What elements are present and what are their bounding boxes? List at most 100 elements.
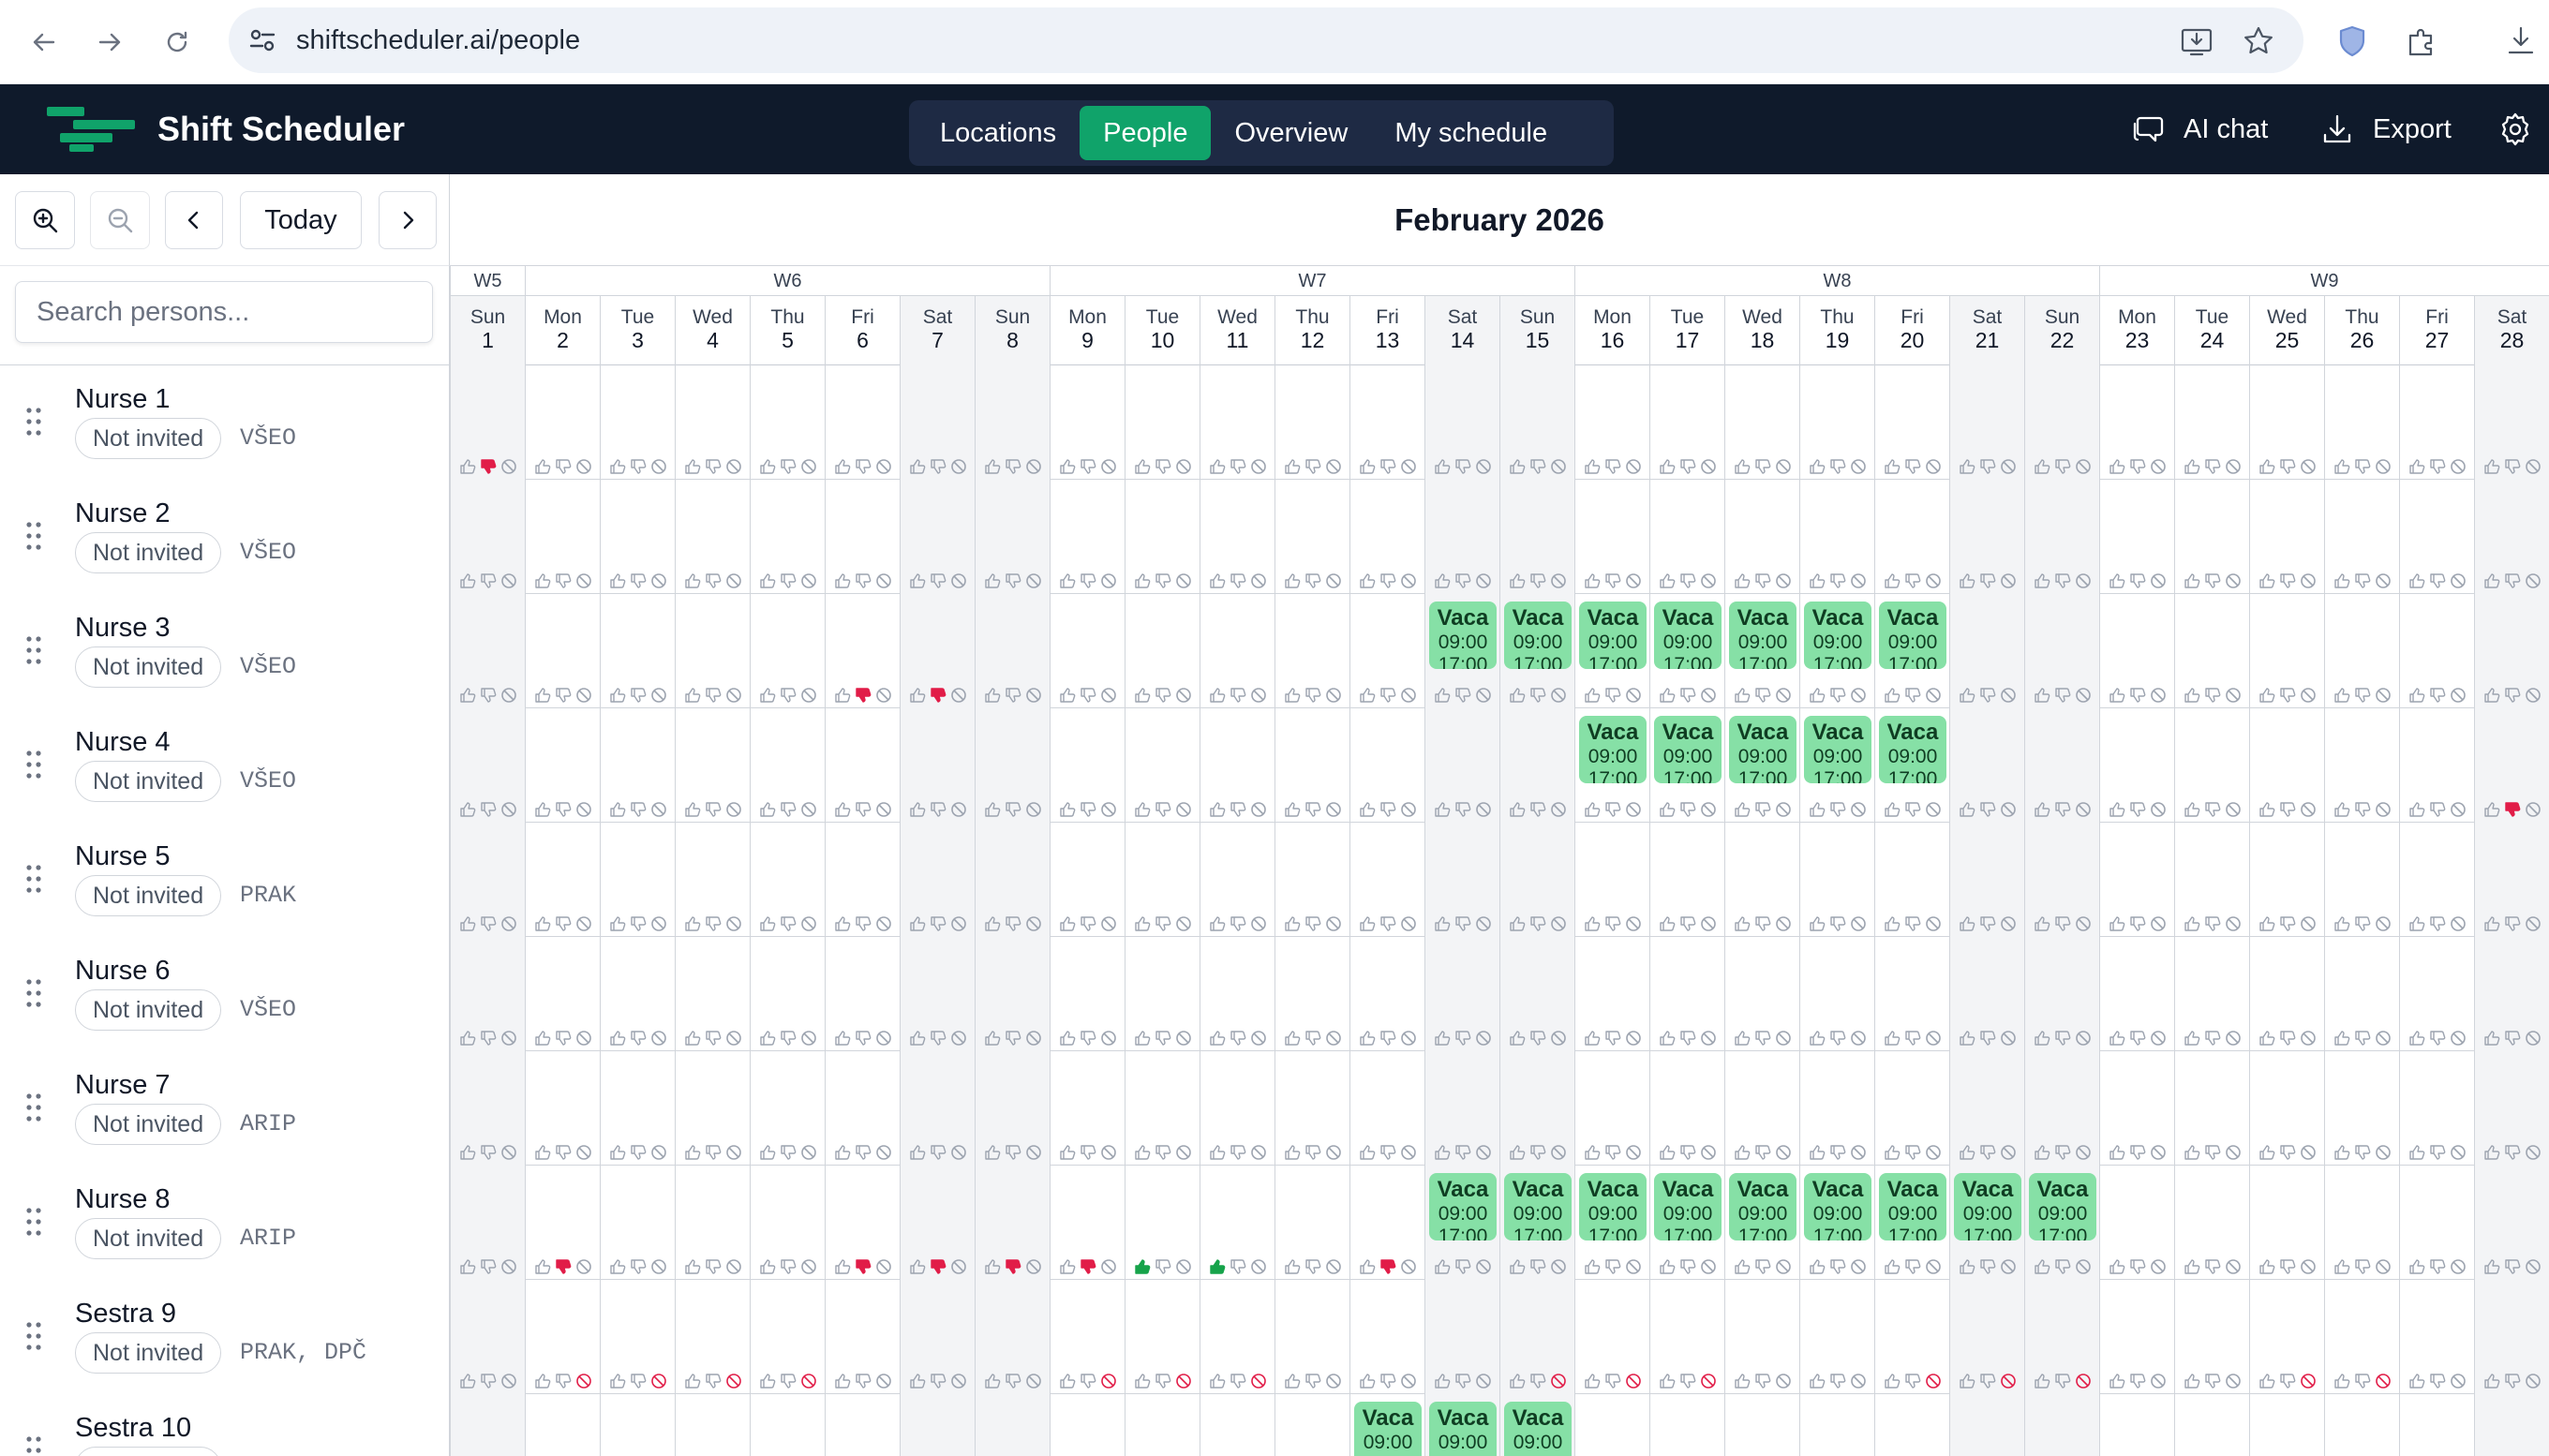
thumbs-up-icon[interactable] (2033, 1143, 2051, 1162)
unavailable-icon[interactable] (724, 1372, 743, 1390)
thumbs-up-icon[interactable] (1658, 800, 1677, 819)
thumbs-down-icon[interactable] (1229, 1029, 1247, 1047)
thumbs-down-icon[interactable] (1753, 1372, 1772, 1390)
thumbs-up-icon[interactable] (1508, 686, 1527, 705)
schedule-cell[interactable] (1649, 480, 1724, 594)
unavailable-icon[interactable] (1999, 1257, 2018, 1276)
thumbs-up-icon[interactable] (1133, 457, 1152, 476)
schedule-cell[interactable] (450, 594, 525, 708)
thumbs-up-icon[interactable] (2258, 800, 2276, 819)
unavailable-icon[interactable] (949, 914, 968, 933)
unavailable-icon[interactable] (1099, 1372, 1118, 1390)
schedule-cell[interactable] (900, 1280, 975, 1394)
unavailable-icon[interactable] (1699, 1143, 1718, 1162)
thumbs-up-icon[interactable] (908, 914, 927, 933)
thumbs-up-icon[interactable] (2183, 457, 2201, 476)
unavailable-icon[interactable] (1624, 686, 1643, 705)
thumbs-up-icon[interactable] (1958, 1372, 1976, 1390)
unavailable-icon[interactable] (1849, 1257, 1868, 1276)
schedule-cell[interactable] (2249, 594, 2324, 708)
thumbs-up-icon[interactable] (1133, 1029, 1152, 1047)
thumbs-up-icon[interactable] (2183, 572, 2201, 590)
thumbs-down-icon[interactable] (929, 1257, 947, 1276)
unavailable-icon[interactable] (574, 457, 593, 476)
schedule-cell[interactable] (675, 594, 750, 708)
schedule-cell[interactable] (1949, 1051, 2024, 1166)
unavailable-icon[interactable] (2224, 686, 2243, 705)
unavailable-icon[interactable] (874, 457, 893, 476)
schedule-cell[interactable] (1649, 937, 1724, 1051)
thumbs-up-icon[interactable] (1283, 686, 1302, 705)
thumbs-up-icon[interactable] (458, 457, 477, 476)
schedule-cell[interactable] (2249, 823, 2324, 937)
schedule-cell[interactable] (1799, 937, 1874, 1051)
unavailable-icon[interactable] (499, 1143, 518, 1162)
schedule-cell[interactable] (1125, 480, 1200, 594)
schedule-cell[interactable] (1724, 823, 1799, 937)
thumbs-up-icon[interactable] (2183, 1029, 2201, 1047)
schedule-cell[interactable] (600, 480, 675, 594)
thumbs-down-icon[interactable] (854, 800, 872, 819)
schedule-cell[interactable] (1349, 708, 1424, 823)
unavailable-icon[interactable] (874, 1257, 893, 1276)
thumbs-down-icon[interactable] (1154, 1257, 1172, 1276)
thumbs-down-icon[interactable] (1978, 1029, 1997, 1047)
schedule-cell[interactable] (450, 1051, 525, 1166)
export-button[interactable]: Export (2318, 84, 2452, 174)
unavailable-icon[interactable] (1849, 1372, 1868, 1390)
unavailable-icon[interactable] (2074, 1372, 2093, 1390)
thumbs-up-icon[interactable] (458, 800, 477, 819)
unavailable-icon[interactable] (2074, 1143, 2093, 1162)
schedule-cell[interactable] (525, 937, 600, 1051)
unavailable-icon[interactable] (1924, 1257, 1943, 1276)
thumbs-up-icon[interactable] (2108, 1143, 2126, 1162)
schedule-cell[interactable] (675, 480, 750, 594)
thumbs-down-icon[interactable] (1903, 1143, 1922, 1162)
unavailable-icon[interactable] (1174, 1143, 1193, 1162)
thumbs-up-icon[interactable] (2333, 800, 2351, 819)
thumbs-up-icon[interactable] (1433, 1143, 1452, 1162)
schedule-cell[interactable] (600, 708, 675, 823)
thumbs-up-icon[interactable] (1358, 686, 1377, 705)
schedule-cell[interactable] (750, 594, 825, 708)
schedule-cell[interactable] (2474, 708, 2549, 823)
schedule-cell[interactable] (1874, 1051, 1949, 1166)
thumbs-down-icon[interactable] (1229, 1257, 1247, 1276)
thumbs-up-icon[interactable] (533, 1143, 552, 1162)
thumbs-up-icon[interactable] (1208, 914, 1227, 933)
schedule-cell[interactable] (600, 1051, 675, 1166)
unavailable-icon[interactable] (1474, 686, 1493, 705)
schedule-cell[interactable] (2024, 1280, 2099, 1394)
schedule-cell[interactable] (525, 708, 600, 823)
thumbs-up-icon[interactable] (1283, 800, 1302, 819)
thumbs-down-icon[interactable] (1379, 1029, 1397, 1047)
unavailable-icon[interactable] (499, 1029, 518, 1047)
unavailable-icon[interactable] (1249, 572, 1268, 590)
thumbs-up-icon[interactable] (2258, 1143, 2276, 1162)
thumbs-up-icon[interactable] (2108, 1257, 2126, 1276)
schedule-cell[interactable] (2249, 480, 2324, 594)
thumbs-down-icon[interactable] (1978, 1257, 1997, 1276)
schedule-cell[interactable] (1649, 1051, 1724, 1166)
schedule-cell[interactable] (1200, 1280, 1274, 1394)
thumbs-up-icon[interactable] (1208, 686, 1227, 705)
thumbs-down-icon[interactable] (2353, 800, 2372, 819)
thumbs-up-icon[interactable] (1058, 572, 1077, 590)
thumbs-up-icon[interactable] (1958, 572, 1976, 590)
thumbs-down-icon[interactable] (779, 1257, 797, 1276)
schedule-cell[interactable] (1125, 937, 1200, 1051)
unavailable-icon[interactable] (1624, 1029, 1643, 1047)
unavailable-icon[interactable] (2299, 1029, 2318, 1047)
thumbs-up-icon[interactable] (608, 1257, 627, 1276)
thumbs-down-icon[interactable] (1453, 800, 1472, 819)
thumbs-down-icon[interactable] (1828, 914, 1847, 933)
unavailable-icon[interactable] (2449, 1257, 2467, 1276)
